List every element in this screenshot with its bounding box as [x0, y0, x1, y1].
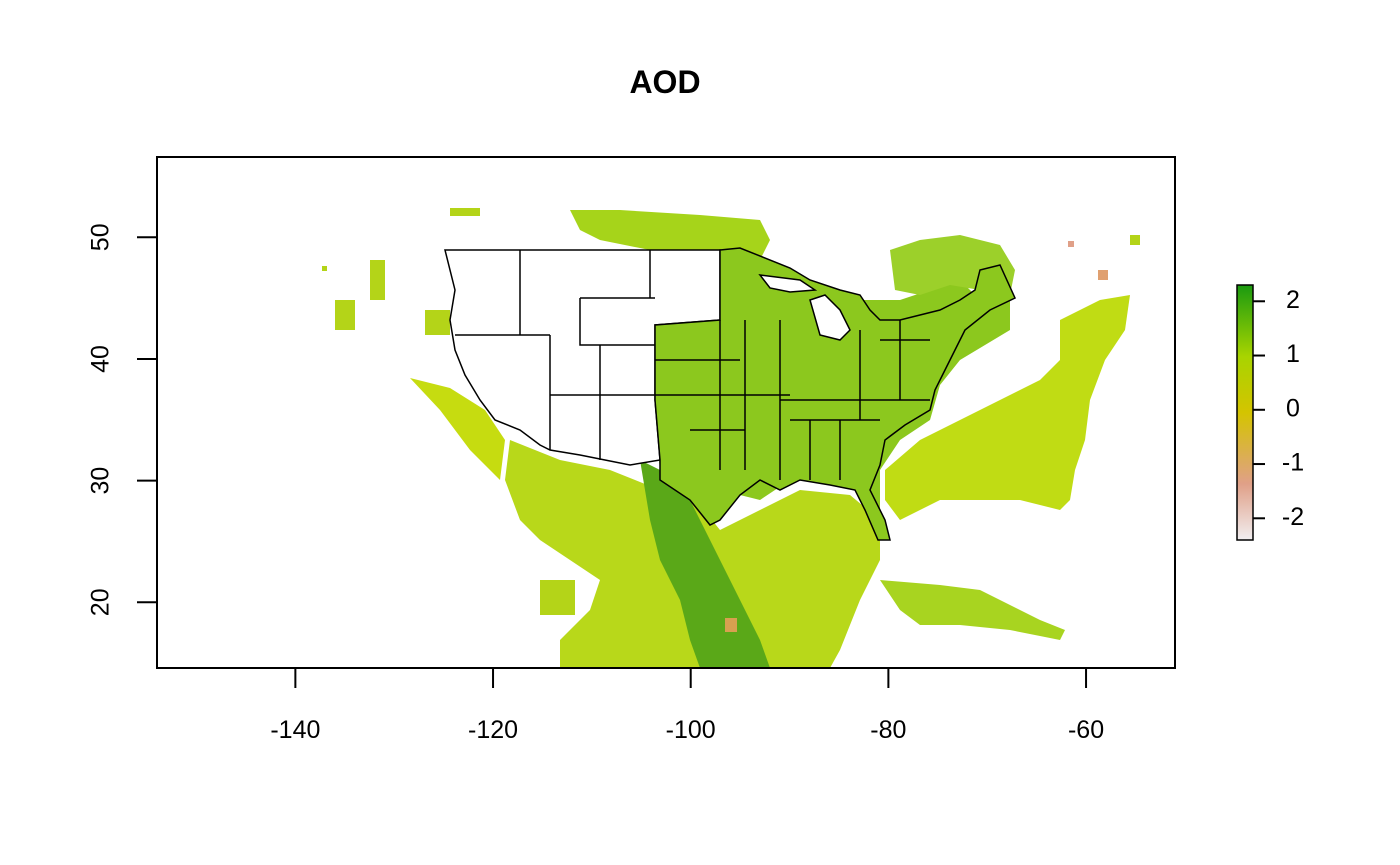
- great-lake-superior: [758, 274, 818, 293]
- great-lake-michigan: [809, 294, 851, 341]
- y-tick-label: 40: [87, 345, 115, 373]
- raster-scatter-west: [322, 208, 1140, 615]
- y-tick-label: 20: [87, 588, 115, 616]
- colorbar-tick-label: 1: [1286, 340, 1300, 368]
- raster-region-atlantic: [885, 295, 1130, 520]
- x-axis: -140 -120 -100 -80 -60: [270, 667, 1104, 744]
- colorbar-tick-label: 2: [1286, 286, 1300, 314]
- chart-title: AOD: [629, 64, 700, 100]
- colorbar-tick-label: -1: [1282, 449, 1304, 477]
- x-tick-label: -60: [1068, 716, 1104, 744]
- us-states-overlay: [444, 247, 1016, 541]
- colorbar-tick-label: -2: [1282, 503, 1304, 531]
- y-axis: 20 30 40 50: [87, 223, 158, 616]
- y-tick-label: 50: [87, 223, 115, 251]
- y-tick-label: 30: [87, 467, 115, 495]
- state-lines: [455, 250, 930, 480]
- x-tick-label: -80: [870, 716, 906, 744]
- raster-spot-orange: [1098, 270, 1108, 280]
- colorbar-tick-label: 0: [1286, 394, 1300, 422]
- raster-region-canada: [570, 210, 770, 260]
- x-tick-label: -100: [666, 716, 716, 744]
- x-tick-label: -140: [270, 716, 320, 744]
- x-tick-label: -120: [468, 716, 518, 744]
- raster-region-pacific: [410, 378, 505, 480]
- raster-spot-orange: [1068, 241, 1074, 247]
- colorbar-legend: -2 -1 0 1 2: [1236, 284, 1304, 541]
- colorbar-gradient: [1236, 284, 1254, 541]
- raster-region-caribbean: [880, 580, 1065, 640]
- raster-region-mexico-green: [640, 460, 770, 668]
- raster-spot-orange: [725, 618, 737, 632]
